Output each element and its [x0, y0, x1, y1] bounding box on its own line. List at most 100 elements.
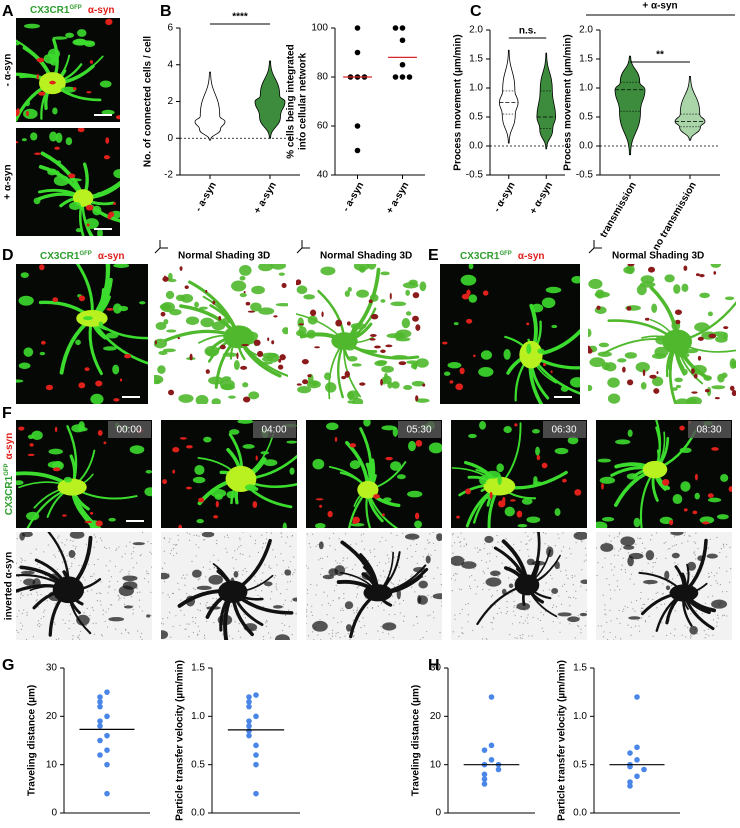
speckle: [179, 624, 181, 626]
speckle: [670, 632, 672, 634]
speckle: [343, 597, 345, 600]
speckle: [322, 557, 324, 559]
speckle: [716, 582, 718, 584]
speckle: [609, 631, 611, 633]
speckle: [712, 634, 714, 636]
speckle: [452, 631, 454, 633]
blob: [242, 444, 255, 449]
blob: [508, 583, 514, 588]
blob: [579, 612, 587, 617]
speckle: [172, 554, 175, 557]
blob: [651, 353, 667, 360]
speckle: [203, 539, 205, 541]
alpha-syn-spot: [626, 306, 632, 311]
blob: [90, 393, 104, 404]
blob: [374, 360, 387, 367]
speckle: [78, 634, 80, 636]
micrograph: [16, 264, 148, 404]
speckle: [716, 536, 718, 539]
speckle: [306, 611, 308, 613]
alpha-syn-spot: [374, 345, 381, 349]
alpha-syn-spot: [319, 504, 323, 508]
point: [392, 25, 399, 31]
speckle: [481, 626, 483, 628]
blob: [159, 303, 172, 311]
image-content: [16, 264, 148, 404]
speckle: [640, 607, 643, 609]
blob: [199, 306, 208, 310]
blob: [381, 365, 394, 373]
condition-label: + α-syn: [3, 164, 14, 199]
panel-label: C: [470, 3, 482, 20]
speckle: [391, 551, 393, 553]
blob: [460, 274, 477, 286]
speckle: [676, 574, 679, 576]
speckle: [161, 622, 163, 624]
speckle: [150, 614, 152, 616]
alpha-syn-spot: [731, 390, 736, 397]
alpha-syn-spot: [626, 379, 634, 386]
speckle: [239, 537, 241, 539]
speckle: [265, 625, 268, 627]
speckle: [690, 613, 692, 615]
speckle: [663, 542, 665, 544]
speckle: [194, 588, 196, 591]
speckle: [115, 628, 117, 630]
speckle: [202, 566, 204, 568]
alpha-syn-spot: [39, 264, 45, 271]
speckle: [726, 615, 728, 617]
speckle: [205, 620, 208, 622]
blob: [99, 80, 112, 88]
alpha-syn-spot: [85, 204, 94, 211]
speckle: [570, 553, 572, 555]
blob: [703, 375, 712, 381]
speckle: [558, 595, 560, 597]
speckle: [374, 555, 376, 558]
speckle: [349, 639, 351, 640]
blob: [178, 394, 194, 403]
blob: [496, 463, 504, 473]
blob: [533, 476, 538, 484]
speckle: [488, 589, 490, 591]
marker: CX3CR1: [4, 475, 15, 515]
speckle: [652, 562, 654, 564]
alpha-syn-spot: [236, 352, 239, 360]
speckle: [62, 550, 64, 552]
speckle: [574, 575, 576, 577]
y-tick-label: 20: [46, 711, 58, 722]
speckle: [177, 534, 179, 537]
speckle: [56, 568, 59, 570]
blob: [680, 481, 691, 492]
soma: [72, 189, 94, 207]
blob: [674, 377, 683, 383]
speckle: [571, 575, 573, 577]
alpha-syn-spot: [415, 324, 421, 331]
alpha-syn-spot: [198, 497, 205, 503]
speckle: [340, 609, 342, 611]
stain: α-syn: [88, 5, 115, 16]
blob: [118, 305, 129, 312]
alpha-syn-spot: [536, 454, 541, 461]
speckle: [619, 589, 621, 591]
alpha-syn-spot: [550, 370, 553, 373]
blob: [278, 272, 285, 276]
speckle: [456, 573, 458, 575]
speckle: [657, 591, 659, 593]
speckle: [474, 547, 476, 549]
blob: [681, 283, 689, 293]
speckle: [197, 633, 199, 635]
alpha-syn-spot: [163, 275, 167, 281]
speckle: [426, 631, 428, 633]
image-content: [588, 264, 736, 404]
alpha-syn-spot: [442, 341, 448, 345]
blob: [55, 132, 63, 144]
speckle: [496, 590, 498, 592]
alpha-syn-spot: [189, 353, 193, 361]
blob: [545, 286, 562, 294]
blob: [21, 532, 33, 538]
speckle: [119, 571, 121, 573]
blob: [645, 550, 655, 561]
speckle: [140, 553, 142, 556]
speckle: [328, 537, 331, 539]
